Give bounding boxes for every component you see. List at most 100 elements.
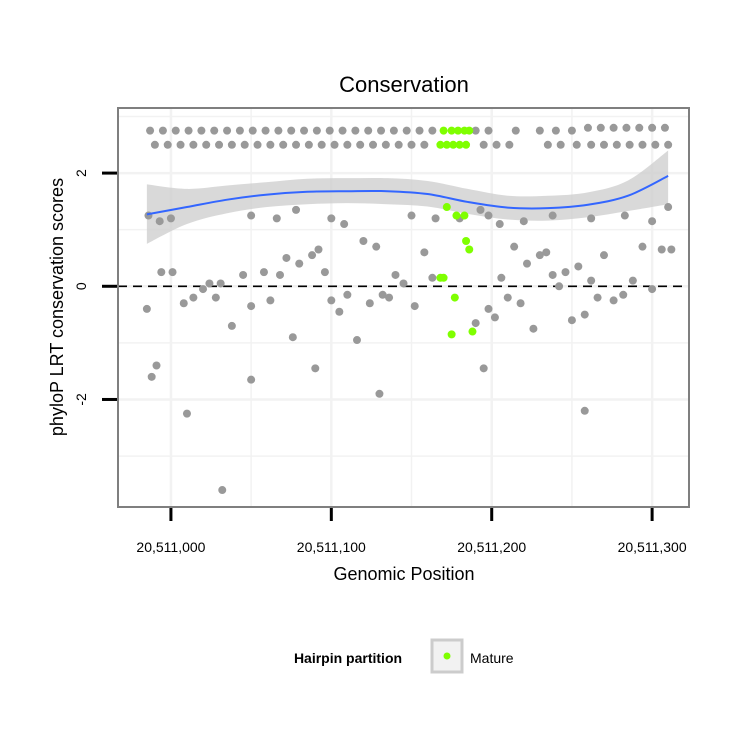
panel-border	[117, 107, 690, 508]
data-point-other	[288, 333, 297, 342]
data-point-other	[657, 245, 666, 254]
data-point-other	[247, 211, 256, 220]
data-point-other	[189, 293, 198, 302]
data-point-other	[484, 126, 493, 135]
data-point-other	[325, 126, 334, 135]
data-point-other	[428, 273, 437, 282]
data-point-other	[583, 123, 592, 132]
data-point-other	[381, 140, 390, 149]
data-point-other	[235, 126, 244, 135]
data-point-other	[561, 268, 570, 277]
data-point-other	[638, 242, 647, 251]
data-point-other	[648, 285, 657, 294]
x-axis: 20,511,000 20,511,100 20,511,200 20,511,300	[136, 508, 687, 555]
data-point-other	[146, 126, 155, 135]
plot-panel	[117, 107, 690, 508]
data-point-other	[511, 126, 520, 135]
data-point-other	[599, 140, 608, 149]
data-point-other	[402, 126, 411, 135]
data-point-other	[667, 245, 676, 254]
data-point-mature	[449, 140, 458, 149]
data-point-other	[609, 296, 618, 305]
data-point-other	[152, 361, 161, 370]
data-point-other	[471, 319, 480, 328]
data-point-other	[240, 140, 249, 149]
data-point-other	[410, 302, 419, 311]
y-tick-label: 2	[73, 169, 89, 177]
data-point-other	[150, 140, 159, 149]
data-point-other	[535, 126, 544, 135]
data-point-mature	[442, 140, 451, 149]
data-point-other	[378, 290, 387, 299]
data-point-other	[407, 140, 416, 149]
data-point-other	[266, 296, 275, 305]
x-tick-label: 20,511,100	[297, 539, 366, 555]
data-point-other	[377, 126, 386, 135]
data-point-mature	[439, 126, 448, 135]
data-point-other	[574, 262, 583, 271]
data-point-mature	[462, 140, 471, 149]
data-point-other	[484, 211, 493, 220]
data-point-mature	[436, 273, 445, 282]
data-point-mature	[447, 330, 456, 339]
data-point-other	[551, 126, 560, 135]
data-point-other	[479, 140, 488, 149]
data-point-other	[356, 140, 365, 149]
data-point-other	[340, 220, 349, 229]
data-point-other	[593, 293, 602, 302]
data-point-mature	[462, 237, 471, 245]
data-point-mature	[454, 126, 463, 135]
data-point-mature	[436, 140, 445, 149]
data-point-other	[176, 140, 185, 149]
data-point-other	[304, 140, 313, 149]
chart-title: Conservation	[339, 72, 469, 97]
data-point-other	[490, 313, 499, 322]
smooth-curve	[146, 175, 669, 216]
data-point-other	[431, 214, 440, 223]
data-point-other	[248, 126, 257, 135]
data-point-other	[535, 251, 544, 260]
data-point-other	[556, 140, 565, 149]
data-point-other	[664, 140, 673, 149]
data-point-other	[311, 364, 320, 373]
data-point-other	[275, 270, 284, 279]
data-point-mature	[442, 203, 451, 212]
data-point-other	[476, 205, 485, 214]
x-axis-label: Genomic Position	[333, 564, 474, 584]
data-point-other	[635, 123, 644, 132]
data-point-other	[495, 220, 504, 229]
data-point-other	[484, 304, 493, 313]
data-point-other	[266, 140, 275, 149]
data-point-other	[625, 140, 634, 149]
data-point-other	[580, 406, 589, 415]
data-point-other	[471, 126, 480, 135]
data-point-other	[567, 126, 576, 135]
data-point-other	[210, 126, 219, 135]
data-point-other	[184, 126, 193, 135]
data-point-mature	[452, 211, 461, 220]
data-point-other	[308, 251, 317, 260]
data-point-other	[548, 211, 557, 220]
data-point-other	[622, 123, 631, 132]
data-point-other	[510, 242, 519, 251]
data-point-other	[171, 126, 180, 135]
data-point-other	[399, 279, 408, 288]
data-point-other	[580, 310, 589, 319]
points-mature	[436, 126, 477, 339]
data-point-other	[247, 375, 256, 384]
data-point-mature	[465, 126, 474, 135]
data-point-other	[555, 282, 564, 291]
data-point-other	[651, 140, 660, 149]
data-point-other	[274, 126, 283, 135]
data-point-other	[385, 293, 394, 302]
data-point-other	[391, 270, 400, 279]
data-point-mature	[465, 245, 474, 254]
data-point-other	[292, 140, 301, 149]
data-point-other	[428, 126, 437, 135]
data-point-other	[197, 126, 206, 135]
data-point-other	[609, 123, 618, 132]
points-other	[142, 123, 676, 495]
data-point-other	[320, 268, 329, 277]
legend: Hairpin partition Mature	[294, 638, 514, 674]
data-point-other	[620, 211, 629, 220]
